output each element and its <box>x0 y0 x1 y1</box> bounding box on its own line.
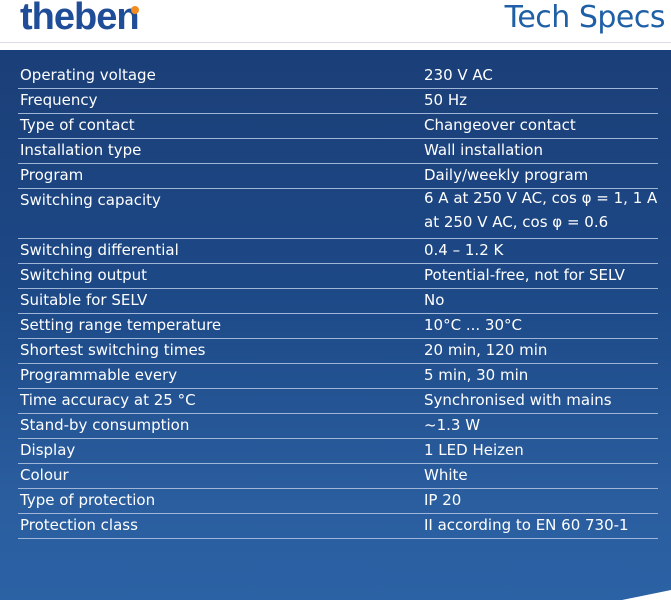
spec-row: Switching capacity 6 A at 250 V AC, cos … <box>18 189 658 239</box>
spec-label: Installation type <box>20 141 142 159</box>
spec-label: Colour <box>20 466 69 484</box>
spec-value: 10°C ... 30°C <box>424 316 522 334</box>
spec-value: 50 Hz <box>424 91 468 109</box>
specs-table: Operating voltage 230 V AC Frequency 50 … <box>18 64 658 539</box>
spec-value: No <box>424 291 445 309</box>
spec-row: Type of contact Changeover contact <box>18 114 658 139</box>
logo-dot-icon <box>131 6 139 14</box>
page-title: Tech Specs <box>504 0 666 35</box>
spec-row: Switching differential 0.4 – 1.2 K <box>18 239 658 264</box>
spec-value: Potential-free, not for SELV <box>424 266 625 284</box>
spec-row: Type of protection IP 20 <box>18 489 658 514</box>
spec-value: Synchronised with mains <box>424 391 612 409</box>
spec-label: Program <box>20 166 84 184</box>
header-divider <box>0 42 671 43</box>
spec-row: Programmable every 5 min, 30 min <box>18 364 658 389</box>
spec-row: Protection class II according to EN 60 7… <box>18 514 658 539</box>
spec-label: Suitable for SELV <box>20 291 148 309</box>
spec-label: Switching output <box>20 266 148 284</box>
spec-value: Daily/weekly program <box>424 166 589 184</box>
spec-label: Protection class <box>20 516 138 534</box>
spec-label: Switching capacity <box>20 191 161 209</box>
spec-value: 0.4 – 1.2 K <box>424 241 504 259</box>
spec-label: Programmable every <box>20 366 178 384</box>
spec-value: 20 min, 120 min <box>424 341 548 359</box>
spec-label: Time accuracy at 25 °C <box>20 391 196 409</box>
spec-value: II according to EN 60 730-1 <box>424 516 629 534</box>
spec-value: Changeover contact <box>424 116 576 134</box>
spec-label: Display <box>20 441 76 459</box>
spec-row: Installation type Wall installation <box>18 139 658 164</box>
spec-label: Shortest switching times <box>20 341 206 359</box>
spec-label: Switching differential <box>20 241 179 259</box>
spec-value: 5 min, 30 min <box>424 366 529 384</box>
spec-row: Program Daily/weekly program <box>18 164 658 189</box>
spec-label: Setting range temperature <box>20 316 222 334</box>
spec-value: 230 V AC <box>424 66 493 84</box>
spec-label: Frequency <box>20 91 98 109</box>
spec-row: Setting range temperature 10°C ... 30°C <box>18 314 658 339</box>
spec-value: ~1.3 W <box>424 416 481 434</box>
spec-value: IP 20 <box>424 491 462 509</box>
spec-label: Stand-by consumption <box>20 416 190 434</box>
spec-row: Stand-by consumption ~1.3 W <box>18 414 658 439</box>
spec-row: Shortest switching times 20 min, 120 min <box>18 339 658 364</box>
spec-label: Type of protection <box>20 491 156 509</box>
spec-value: 1 LED Heizen <box>424 441 524 459</box>
spec-value: Wall installation <box>424 141 543 159</box>
theben-logo: theben <box>20 0 140 38</box>
spec-row: Operating voltage 230 V AC <box>18 64 658 89</box>
spec-value: White <box>424 466 468 484</box>
spec-row: Colour White <box>18 464 658 489</box>
spec-label: Operating voltage <box>20 66 156 84</box>
spec-value: 6 A at 250 V AC, cos φ = 1, 1 A at 250 V… <box>424 189 658 231</box>
spec-row: Frequency 50 Hz <box>18 89 658 114</box>
spec-label: Type of contact <box>20 116 135 134</box>
spec-row: Suitable for SELV No <box>18 289 658 314</box>
spec-row: Switching output Potential-free, not for… <box>18 264 658 289</box>
spec-row: Display 1 LED Heizen <box>18 439 658 464</box>
specs-panel <box>0 50 671 600</box>
header: theben Tech Specs <box>0 0 671 44</box>
spec-row: Time accuracy at 25 °C Synchronised with… <box>18 389 658 414</box>
